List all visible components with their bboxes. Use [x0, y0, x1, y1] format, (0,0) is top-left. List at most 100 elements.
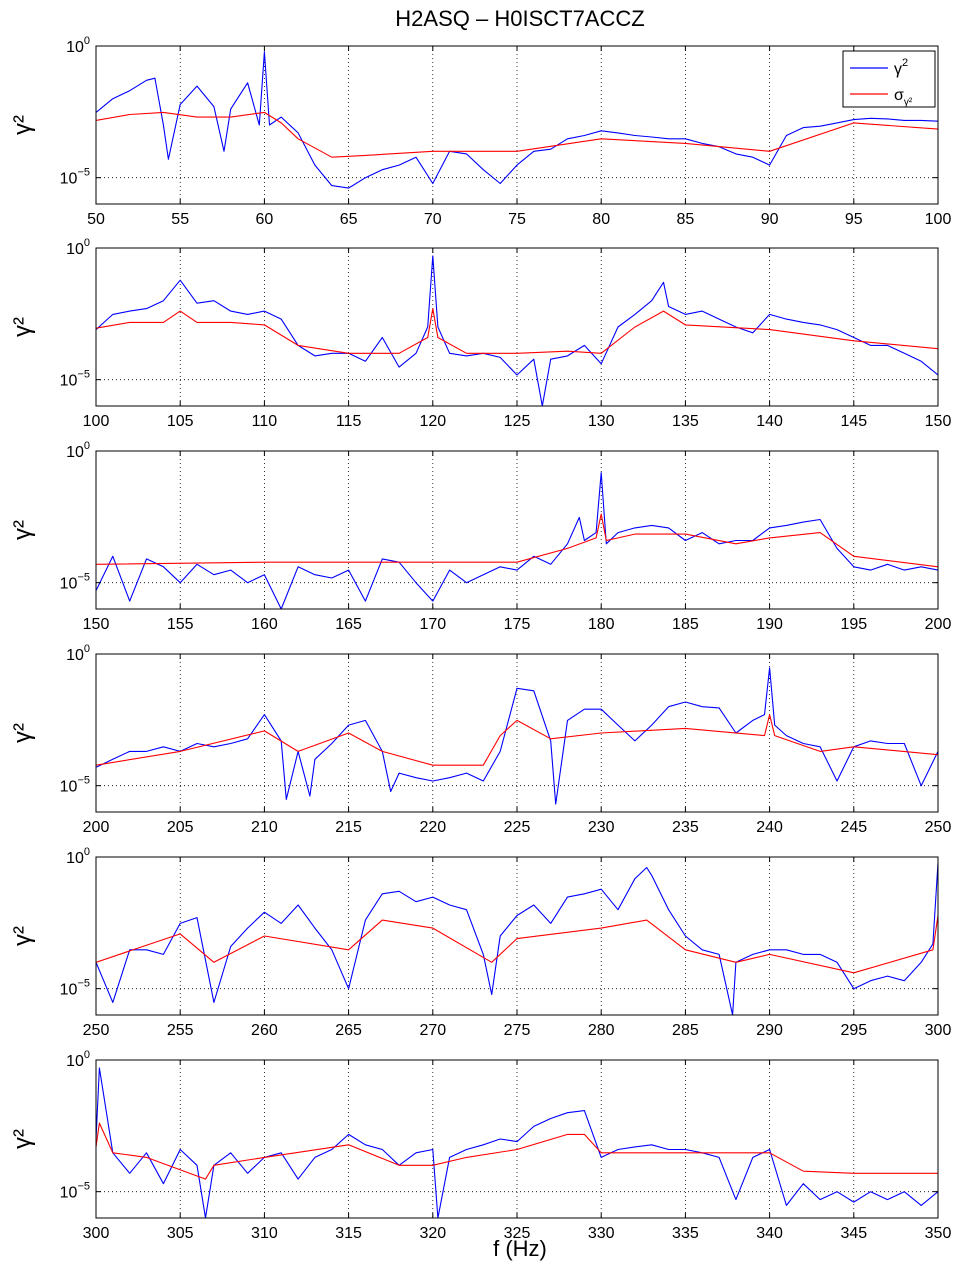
- y-axis-label: γ²: [9, 723, 36, 743]
- series-line-sigma-panel-2: [96, 308, 938, 354]
- axes-frame: [95, 450, 939, 610]
- series-line-gamma2-panel-3: [96, 472, 938, 609]
- axes-frame: [95, 856, 939, 1016]
- x-axis-label: f (Hz): [493, 1236, 547, 1261]
- series-line-sigma-panel-1: [96, 111, 938, 158]
- series-line-sigma-panel-6: [96, 1122, 938, 1180]
- x-tick-label: 100: [83, 413, 110, 430]
- x-tick-label: 330: [588, 1225, 615, 1242]
- x-tick-label: 105: [167, 413, 194, 430]
- x-tick-label: 345: [840, 1225, 867, 1242]
- x-tick-label: 205: [167, 819, 194, 836]
- y-tick-label: 10−5: [60, 978, 90, 999]
- y-axis-label: γ²: [9, 1129, 36, 1149]
- panels: 50 55 60 65 70 75 80 85 90 95 100 100 10−5 γ² 100 105 11…: [9, 35, 951, 1242]
- x-tick-label: 160: [251, 616, 278, 633]
- x-tick-label: 70: [424, 211, 442, 228]
- axes-frame: [95, 247, 939, 407]
- y-tick-label: 100: [66, 643, 90, 664]
- x-tick-label: 180: [588, 616, 615, 633]
- axes-frame: [95, 1059, 939, 1219]
- legend-label-2: σγ²: [894, 87, 913, 108]
- x-tick-label: 325: [504, 1225, 531, 1242]
- y-axis-label: γ²: [9, 115, 36, 135]
- figure-title: H2ASQ – H0ISCT7ACCZ: [395, 6, 644, 31]
- x-tick-label: 150: [83, 616, 110, 633]
- x-tick-label: 310: [251, 1225, 278, 1242]
- y-axis-label: γ²: [9, 926, 36, 946]
- x-tick-label: 50: [87, 211, 105, 228]
- x-tick-label: 255: [167, 1022, 194, 1039]
- x-tick-label: 315: [335, 1225, 362, 1242]
- x-tick-label: 85: [677, 211, 695, 228]
- x-tick-label: 210: [251, 819, 278, 836]
- x-tick-label: 260: [251, 1022, 278, 1039]
- series-line-gamma2-panel-2: [96, 255, 938, 406]
- chart-panel-1: 50 55 60 65 70 75 80 85 90 95 100 100 10−5 γ²: [9, 35, 951, 228]
- x-tick-label: 95: [845, 211, 863, 228]
- series-line-sigma-panel-3: [96, 513, 938, 568]
- x-tick-label: 60: [256, 211, 274, 228]
- chart-panel-5: 250 255 260 265 270 275 280 285 290 295 300 100 10−5…: [9, 846, 951, 1039]
- x-tick-label: 175: [504, 616, 531, 633]
- x-tick-label: 250: [83, 1022, 110, 1039]
- x-tick-label: 130: [588, 413, 615, 430]
- axes-frame: [95, 653, 939, 813]
- y-axis-label: γ²: [9, 520, 36, 540]
- x-tick-label: 240: [756, 819, 783, 836]
- x-tick-label: 350: [925, 1225, 952, 1242]
- x-tick-label: 145: [840, 413, 867, 430]
- chart-panel-3: 150 155 160 165 170 175 180 185 190 195 200 100 10−5…: [9, 440, 951, 633]
- x-tick-label: 200: [83, 819, 110, 836]
- x-tick-label: 135: [672, 413, 699, 430]
- x-tick-label: 265: [335, 1022, 362, 1039]
- series-line-gamma2-panel-5: [96, 862, 938, 1015]
- x-tick-label: 220: [419, 819, 446, 836]
- series-line-sigma-panel-4: [96, 714, 938, 766]
- x-tick-label: 80: [592, 211, 610, 228]
- x-tick-label: 320: [419, 1225, 446, 1242]
- chart-panel-6: 300 305 310 315 320 325 330 335 340 345 350 100 10−5…: [9, 1049, 951, 1242]
- y-tick-label: 100: [66, 35, 90, 56]
- y-tick-label: 10−5: [60, 572, 90, 593]
- x-tick-label: 335: [672, 1225, 699, 1242]
- series-line-gamma2-panel-4: [96, 667, 938, 805]
- x-tick-label: 270: [419, 1022, 446, 1039]
- axes-frame: [95, 45, 939, 205]
- x-tick-label: 100: [925, 211, 952, 228]
- x-tick-label: 245: [840, 819, 867, 836]
- x-tick-label: 165: [335, 616, 362, 633]
- x-tick-label: 185: [672, 616, 699, 633]
- x-tick-label: 280: [588, 1022, 615, 1039]
- x-tick-label: 230: [588, 819, 615, 836]
- x-tick-label: 285: [672, 1022, 699, 1039]
- x-tick-label: 235: [672, 819, 699, 836]
- y-tick-label: 100: [66, 846, 90, 867]
- x-tick-label: 290: [756, 1022, 783, 1039]
- x-tick-label: 275: [504, 1022, 531, 1039]
- y-tick-label: 100: [66, 1049, 90, 1070]
- x-tick-label: 225: [504, 819, 531, 836]
- series-group: [96, 862, 938, 1015]
- y-axis-label: γ²: [9, 317, 36, 337]
- series-line-sigma-panel-5: [96, 915, 938, 974]
- x-tick-label: 140: [756, 413, 783, 430]
- x-tick-label: 115: [336, 413, 362, 430]
- x-tick-label: 75: [508, 211, 526, 228]
- x-tick-label: 110: [252, 413, 278, 430]
- chart-panel-2: 100 105 110 115 120 125 130 135 140 145 150 100 10−5…: [9, 237, 951, 430]
- x-tick-label: 250: [925, 819, 952, 836]
- y-tick-label: 10−5: [60, 167, 90, 188]
- x-tick-label: 300: [83, 1225, 110, 1242]
- x-tick-label: 170: [419, 616, 446, 633]
- legend-label-1: γ2: [894, 57, 908, 78]
- series-line-gamma2-panel-1: [96, 51, 938, 189]
- x-tick-label: 300: [925, 1022, 952, 1039]
- x-tick-label: 340: [756, 1225, 783, 1242]
- series-group: [96, 1067, 938, 1218]
- series-group: [96, 472, 938, 609]
- y-tick-label: 10−5: [60, 369, 90, 390]
- x-tick-label: 120: [419, 413, 446, 430]
- x-tick-label: 90: [761, 211, 779, 228]
